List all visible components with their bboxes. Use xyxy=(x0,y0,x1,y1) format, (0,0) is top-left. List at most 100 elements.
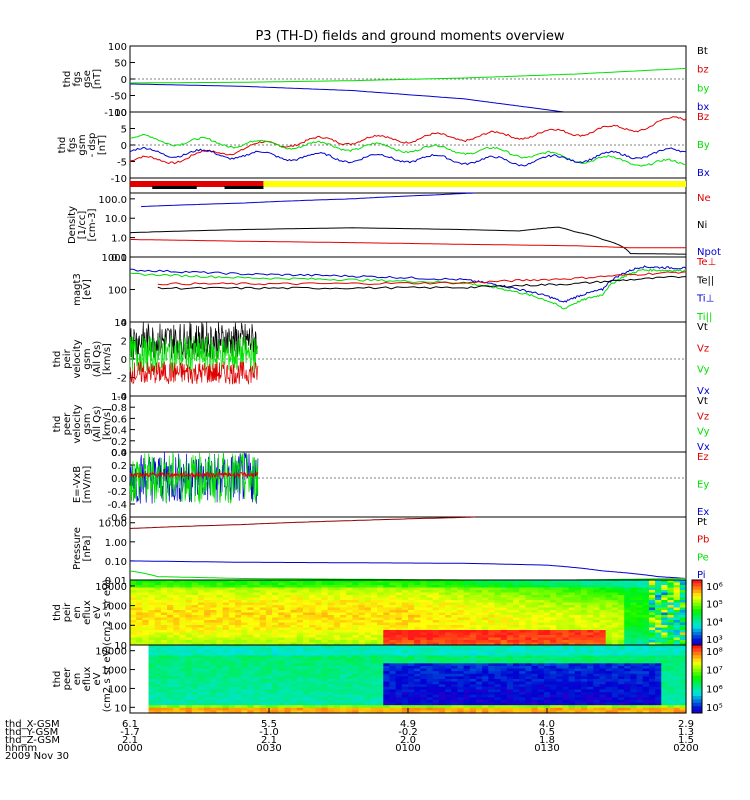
spectrogram-cell xyxy=(333,697,341,701)
spectrogram-cell xyxy=(265,702,273,706)
spectrogram-cell xyxy=(401,702,409,706)
spectrogram-cell xyxy=(154,684,162,688)
spectrogram-cell xyxy=(259,705,267,709)
spectrogram-cell xyxy=(253,665,261,670)
spectrogram-cell xyxy=(358,615,366,619)
spectrogram-cell xyxy=(605,602,613,606)
spectrogram-cell xyxy=(475,585,483,589)
spectrogram-cell xyxy=(624,610,631,614)
spectrogram-cell xyxy=(580,642,588,646)
spectrogram-cell xyxy=(185,707,193,711)
spectrogram-cell xyxy=(463,702,471,706)
spectrogram-cell xyxy=(197,640,205,644)
spectrogram-cell xyxy=(488,590,496,594)
spectrogram-cell xyxy=(272,607,279,611)
spectrogram-cell xyxy=(136,640,143,644)
spectrogram-cell xyxy=(488,622,496,626)
spectrogram-cell xyxy=(642,600,650,604)
spectrogram-cell xyxy=(587,647,594,651)
spectrogram-cell xyxy=(278,702,286,706)
spectrogram-cell xyxy=(648,702,656,706)
spectrogram-cell xyxy=(568,705,576,709)
spectrogram-cell xyxy=(222,681,230,685)
spectrogram-cell xyxy=(679,625,687,629)
spectrogram-cell xyxy=(469,702,477,706)
spectrogram-cell xyxy=(451,673,459,677)
spectrogram-cell xyxy=(432,652,440,657)
spectrogram-cell xyxy=(204,580,211,584)
spectrogram-cell xyxy=(611,637,619,641)
spectrogram-cell xyxy=(253,625,261,629)
spectrogram-cell xyxy=(284,658,292,662)
spectrogram-cell xyxy=(197,705,205,709)
spectrogram-cell xyxy=(636,580,644,584)
spectrogram-cell xyxy=(154,689,162,693)
spectrogram-cell xyxy=(414,587,421,591)
spectrogram-cell xyxy=(488,632,496,636)
spectrogram-cell xyxy=(222,627,230,631)
spectrogram-cell xyxy=(432,650,440,654)
spectrogram-cell xyxy=(302,650,310,654)
spectrogram-cell xyxy=(408,655,415,659)
spectrogram-cell xyxy=(655,658,662,662)
spectrogram-cell xyxy=(420,676,428,680)
spectrogram-cell xyxy=(457,602,465,606)
spectrogram-cell xyxy=(197,635,205,639)
spectrogram-cell xyxy=(333,707,341,711)
spectrogram-cell xyxy=(296,622,304,626)
spectrogram-cell xyxy=(457,625,465,629)
spectrogram-cell xyxy=(574,592,582,596)
spectrogram-cell xyxy=(370,665,378,670)
spectrogram-cell xyxy=(543,663,551,667)
spectrogram-cell xyxy=(352,635,360,639)
spectrogram-cell xyxy=(160,605,168,609)
spectrogram-cell xyxy=(160,597,168,601)
spectrogram-cell xyxy=(185,642,193,646)
spectrogram-cell xyxy=(309,597,316,601)
spectrogram-cell xyxy=(179,647,187,651)
spectrogram-cell xyxy=(525,650,533,654)
spectrogram-cell xyxy=(667,650,675,654)
spectrogram-cell xyxy=(525,707,533,711)
spectrogram-cell xyxy=(531,607,539,611)
spectrogram-cell xyxy=(482,617,489,621)
spectrogram-cell xyxy=(272,580,279,584)
spectrogram-cell xyxy=(130,627,137,631)
spectrogram-cell xyxy=(488,699,496,704)
spectrogram-cell xyxy=(611,652,619,657)
spectrogram-cell xyxy=(179,671,187,675)
spectrogram-cell xyxy=(593,582,601,586)
spectrogram-cell xyxy=(265,625,273,629)
spectrogram-cell xyxy=(309,605,316,609)
spectrogram-cell xyxy=(426,679,434,683)
spectrogram-cell xyxy=(253,663,261,667)
spectrogram-cell xyxy=(475,676,483,680)
spectrogram-cell xyxy=(574,610,582,614)
spectrogram-cell xyxy=(457,660,465,664)
spectrogram-cell xyxy=(408,702,415,706)
spectrogram-cell xyxy=(611,640,619,644)
spectrogram-cell xyxy=(519,597,526,601)
spectrogram-cell xyxy=(451,689,459,693)
spectrogram-cell xyxy=(432,663,440,667)
spectrogram-cell xyxy=(488,587,496,591)
spectrogram-cell xyxy=(525,679,533,683)
spectrogram-cell xyxy=(531,652,539,657)
spectrogram-cell xyxy=(482,642,489,646)
series-by-line xyxy=(129,67,687,84)
spectrogram-cell xyxy=(525,689,533,693)
spectrogram-cell xyxy=(624,679,631,683)
spectrogram-cell xyxy=(513,645,520,649)
spectrogram-cell xyxy=(426,645,434,649)
spectrogram-cell xyxy=(389,625,397,629)
spectrogram-cell xyxy=(352,665,360,670)
spectrogram-cell xyxy=(506,668,514,672)
spectrogram-cell xyxy=(587,617,594,621)
spectrogram-cell xyxy=(655,630,662,634)
spectrogram-cell xyxy=(333,686,341,691)
spectrogram-cell xyxy=(506,671,514,675)
spectrogram-cell xyxy=(630,592,638,596)
spectrogram-cell xyxy=(167,663,174,667)
spectrogram-cell xyxy=(667,671,675,675)
spectrogram-cell xyxy=(475,660,483,664)
